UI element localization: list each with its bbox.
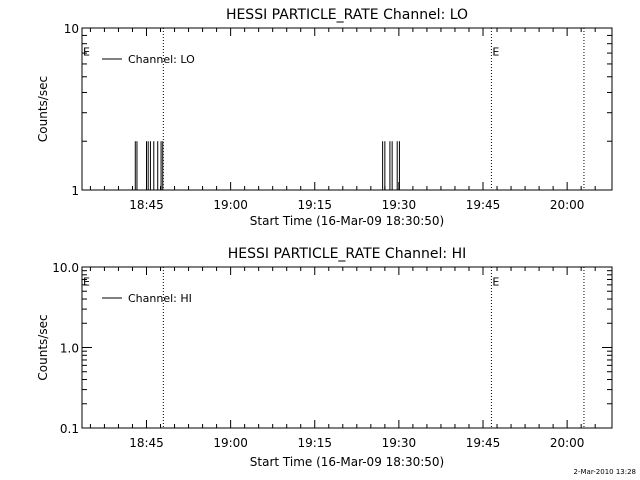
- x-tick-label: 20:00: [550, 198, 585, 212]
- x-tick-label: 19:15: [297, 198, 332, 212]
- chart-panel-hi: HESSI PARTICLE_RATE Channel: HI Counts/se…: [36, 246, 613, 469]
- y-tick-label: 10.0: [52, 261, 79, 275]
- event-marker-label: E: [83, 276, 90, 289]
- x-axis-label: Start Time (16-Mar-09 18:30:50): [250, 214, 444, 228]
- x-tick-label: 20:00: [550, 436, 585, 450]
- y-tick-label: 1: [71, 184, 79, 198]
- x-tick-label: 19:00: [213, 436, 248, 450]
- x-tick-label: 19:00: [213, 198, 248, 212]
- x-tick-label: 18:45: [129, 198, 164, 212]
- x-tick-label: 19:45: [466, 198, 501, 212]
- event-marker-label: E: [492, 45, 499, 58]
- chart-panel-lo: HESSI PARTICLE_RATE Channel: LO Counts/se…: [36, 7, 613, 228]
- y-axis-label: Counts/sec: [36, 76, 50, 142]
- legend-label: Channel: HI: [128, 292, 192, 305]
- event-marker-label: E: [83, 45, 90, 58]
- event-marker-label: E: [492, 276, 499, 289]
- plot-frame: [81, 27, 613, 191]
- x-tick-label: 18:45: [129, 436, 164, 450]
- y-tick-label: 1.0: [60, 342, 79, 356]
- y-tick-label: 10: [64, 22, 79, 36]
- x-tick-label: 19:15: [297, 436, 332, 450]
- chart-title: HESSI PARTICLE_RATE Channel: LO: [226, 7, 468, 23]
- chart-title: HESSI PARTICLE_RATE Channel: HI: [228, 246, 466, 262]
- x-tick-label: 19:30: [382, 198, 417, 212]
- legend-label: Channel: LO: [128, 53, 195, 66]
- x-tick-label: 19:45: [466, 436, 501, 450]
- footer-timestamp: 2-Mar-2010 13:28: [574, 468, 636, 476]
- x-tick-label: 19:30: [382, 436, 417, 450]
- y-tick-label: 0.1: [60, 422, 79, 436]
- x-axis-label: Start Time (16-Mar-09 18:30:50): [250, 455, 444, 469]
- y-axis-label: Counts/sec: [36, 314, 50, 380]
